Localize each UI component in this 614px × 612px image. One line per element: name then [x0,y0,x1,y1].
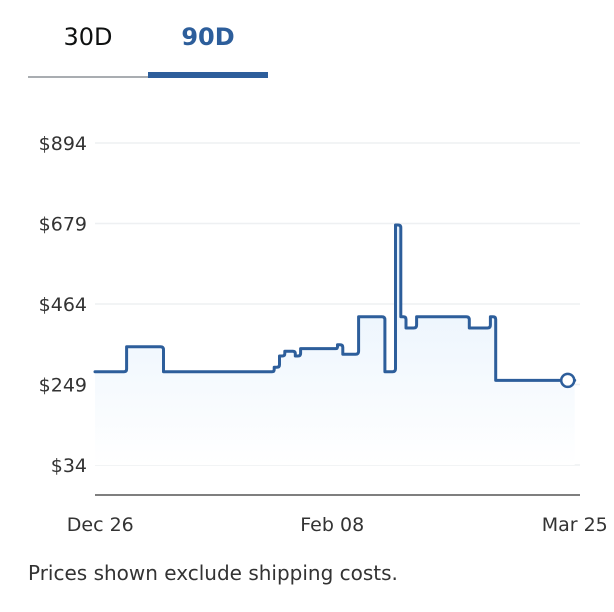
y-tick-label: $679 [39,214,87,236]
y-tick-label: $249 [39,375,87,397]
tab-90d[interactable]: 90D [148,0,268,78]
price-line [93,223,577,382]
shipping-note: Prices shown exclude shipping costs. [28,561,398,585]
price-history-chart: $34 $249 $464 $679 $894 Dec 26 Feb 08 Mar 25 [39,133,608,536]
y-tick-label: $34 [51,455,87,477]
price-area [95,225,575,465]
range-tabs: 30D 90D [28,0,268,78]
x-tick-label: Feb 08 [300,514,364,536]
x-tick-label: Dec 26 [67,514,134,536]
y-tick-label: $894 [39,133,87,155]
current-price-marker [559,372,576,389]
tab-30d[interactable]: 30D [28,0,148,78]
x-tick-label: Mar 25 [542,514,608,536]
y-tick-label: $464 [39,294,87,316]
